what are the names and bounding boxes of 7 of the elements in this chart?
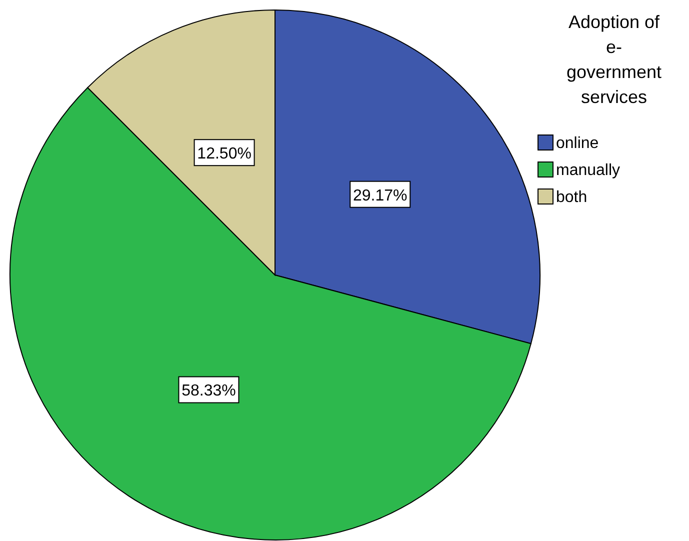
- legend-label: online: [556, 135, 599, 152]
- legend-label: manually: [556, 162, 620, 179]
- data-label: 12.50%: [197, 146, 252, 163]
- legend-title: Adoption of e-government services: [566, 12, 662, 107]
- legend-label: both: [556, 189, 588, 206]
- data-label: 58.33%: [182, 382, 236, 400]
- data-label: 29.17%: [352, 187, 408, 204]
